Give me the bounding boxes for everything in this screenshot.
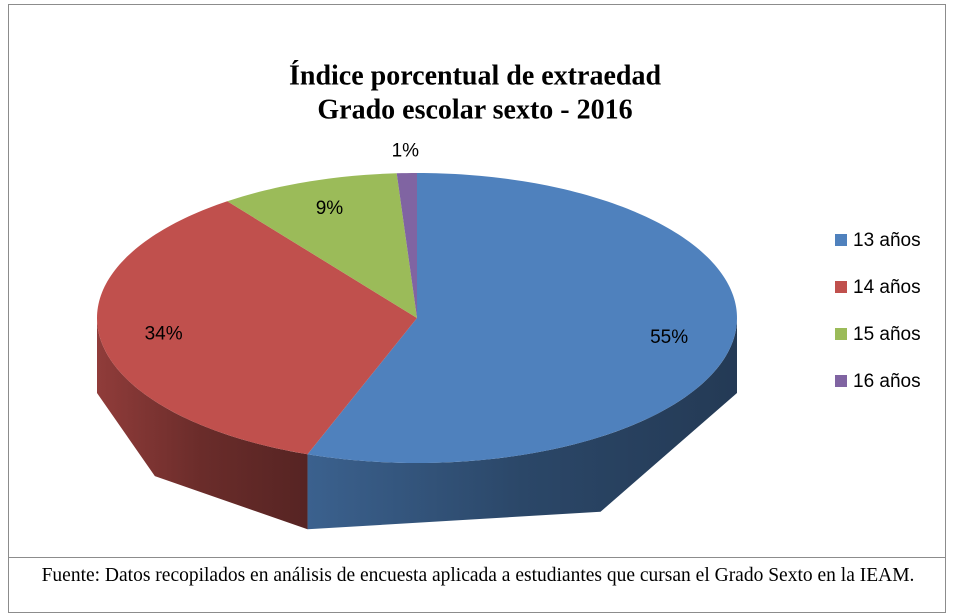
caption: Fuente: Datos recopilados en análisis de…	[41, 565, 915, 586]
data-label: 1%	[392, 140, 420, 161]
legend-label: 15 años	[853, 324, 921, 345]
legend-label: 16 años	[853, 371, 921, 392]
legend-swatch	[835, 375, 847, 387]
slice	[307, 173, 737, 463]
legend-swatch	[835, 328, 847, 340]
chart-subtitle: Grado escolar sexto - 2016	[317, 94, 632, 125]
data-label: 34%	[145, 324, 183, 345]
legend-swatch	[835, 234, 847, 246]
slice	[227, 173, 417, 318]
legend-label: 13 años	[853, 230, 921, 251]
slice-side	[307, 318, 737, 530]
chart-title: Índice porcentual de extraedad	[289, 60, 661, 91]
legend-swatch	[835, 281, 847, 293]
slice	[97, 201, 417, 455]
chart: Índice porcentual de extraedad Grado esc…	[97, 60, 921, 530]
data-label: 9%	[316, 198, 344, 219]
slice-side	[97, 318, 308, 530]
legend-label: 14 años	[853, 277, 921, 298]
frame	[8, 4, 946, 613]
chart-area	[8, 4, 946, 558]
data-label: 55%	[650, 327, 688, 348]
slice	[396, 173, 417, 318]
